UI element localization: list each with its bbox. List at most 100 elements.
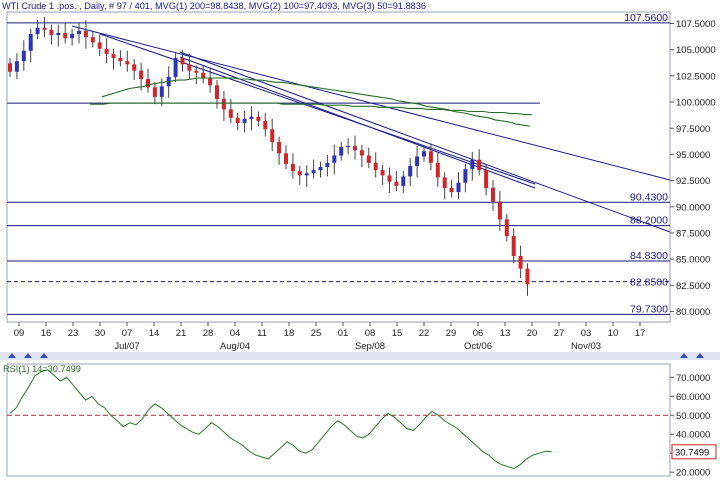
candle-body — [56, 32, 61, 36]
x-tick-label: 22 — [419, 328, 430, 339]
candle-body — [104, 48, 109, 54]
candle-body — [484, 170, 489, 188]
rsi-y-tick-label: 40.0000 — [676, 430, 710, 441]
candle-body — [77, 30, 81, 34]
candle-body — [518, 256, 523, 269]
candle-body — [221, 98, 226, 110]
y-tick-label: 92.5000 — [676, 176, 710, 187]
candle-body — [304, 173, 309, 176]
x-tick-label: 29 — [446, 328, 457, 339]
y-tick-label: 107.5000 — [676, 19, 716, 30]
x-tick-label: 04 — [230, 328, 241, 339]
candle-body — [325, 162, 330, 167]
candle-body — [318, 167, 323, 171]
candle-body — [290, 163, 295, 172]
header-ma3: MVG(3) 50=91.8836 — [343, 1, 427, 11]
candle-body — [159, 86, 164, 97]
candle-body — [28, 33, 33, 51]
candle-body — [470, 159, 475, 170]
candle-body — [70, 33, 75, 39]
candle-body — [284, 153, 288, 164]
x-tick-label: 10 — [608, 328, 619, 339]
panel-splitter[interactable] — [0, 352, 720, 360]
candle-body — [380, 170, 385, 176]
y-tick-label: 82.5000 — [676, 281, 710, 292]
y-tick-label: 90.0000 — [676, 202, 710, 213]
candle-body — [511, 236, 516, 257]
candle-body — [152, 87, 157, 97]
x-tick-label: 27 — [554, 328, 565, 339]
rsi-y-tick-label: 50.0000 — [676, 411, 710, 422]
x-tick-label: 14 — [149, 328, 160, 339]
ma-100-line — [101, 77, 530, 127]
candle-body — [215, 85, 219, 99]
y-tick-label: 100.0000 — [676, 98, 716, 109]
candle-body — [14, 61, 19, 72]
x-tick-label: 16 — [41, 328, 52, 339]
candle-body — [49, 29, 54, 36]
candle-body — [111, 53, 116, 59]
header-ma1: MVG(1) 200=98.8438, — [155, 1, 249, 11]
candle-body — [63, 32, 68, 39]
x-tick-label: 01 — [338, 328, 349, 339]
x-tick-label: 13 — [500, 328, 511, 339]
candle-body — [173, 58, 178, 77]
candle-body — [435, 162, 440, 178]
x-month-label: Nov/03 — [571, 341, 601, 352]
splitter-arrow-icon[interactable] — [696, 353, 704, 358]
candle-body — [270, 129, 275, 142]
level-label: 79.7300 — [630, 303, 668, 315]
x-tick-label: 15 — [392, 328, 403, 339]
y-tick-label: 102.5000 — [676, 71, 716, 82]
x-tick-label: 06 — [473, 328, 484, 339]
y-tick-label: 87.5000 — [676, 228, 710, 239]
candle-body — [8, 63, 12, 72]
splitter-arrow-icon[interactable] — [680, 353, 688, 358]
candle-body — [387, 175, 392, 182]
last-price-label: 82.8500 — [630, 277, 668, 289]
rsi-y-tick-label: 20.0000 — [676, 468, 710, 479]
candle-body — [90, 37, 95, 43]
splitter-arrow-icon[interactable] — [40, 353, 48, 358]
rsi-title: RSI(1) 14=30.7499 — [3, 364, 81, 374]
candle-body — [242, 118, 247, 124]
x-tick-label: 08 — [365, 328, 376, 339]
x-tick-label: 20 — [527, 328, 538, 339]
candle-body — [346, 146, 351, 148]
x-tick-label: 21 — [176, 328, 187, 339]
x-month-label: Jul/07 — [114, 341, 139, 352]
rsi-plot-area — [6, 363, 671, 477]
candle-body — [146, 79, 150, 88]
header-instrument: WTI Crude 1 .pos. , Daily, # 97 / 401, — [2, 1, 155, 11]
chart-header: WTI Crude 1 .pos. , Daily, # 97 / 401, M… — [2, 1, 426, 11]
level-label: 107.5600 — [624, 12, 668, 24]
candle-body — [263, 120, 268, 130]
x-tick-label: 30 — [95, 328, 106, 339]
candle-body — [277, 141, 282, 154]
candle-body — [394, 181, 399, 186]
rsi-last-value-label: 30.7499 — [675, 447, 709, 458]
x-tick-label: 18 — [284, 328, 295, 339]
candle-body — [139, 70, 144, 80]
candle-body — [297, 171, 302, 176]
x-tick-label: 03 — [581, 328, 592, 339]
x-month-label: Aug/04 — [220, 341, 250, 352]
splitter-arrow-icon[interactable] — [24, 353, 32, 358]
candle-body — [118, 58, 123, 62]
candle-body — [353, 146, 357, 151]
candle-body — [235, 117, 240, 124]
candle-body — [401, 176, 406, 186]
candle-body — [366, 155, 371, 163]
trend-line — [99, 33, 536, 185]
candle-body — [83, 30, 88, 38]
x-tick-label: 28 — [203, 328, 214, 339]
x-month-label: Sep/08 — [355, 341, 385, 352]
level-label: 90.4300 — [630, 191, 668, 203]
candle-body — [415, 156, 420, 166]
candle-body — [228, 109, 233, 118]
splitter-arrow-icon[interactable] — [8, 353, 16, 358]
candle-body — [525, 268, 530, 285]
candle-body — [208, 77, 213, 86]
x-tick-label: 09 — [14, 328, 25, 339]
